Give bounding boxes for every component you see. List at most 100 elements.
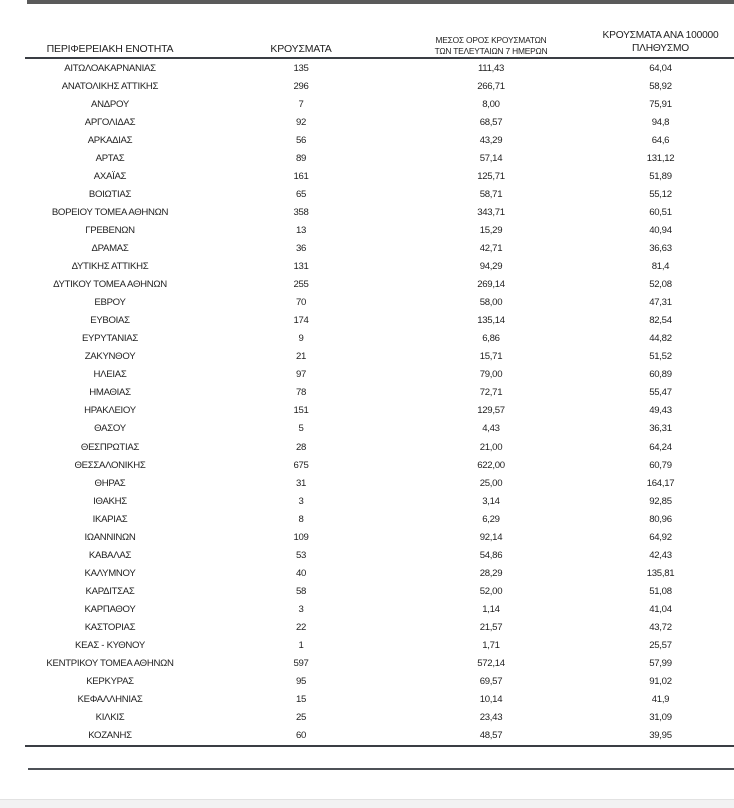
- cell-avg7: 8,00: [482, 98, 500, 110]
- table-row: ΓΡΕΒΕΝΩΝ 13 15,29 40,94: [25, 221, 734, 239]
- table-row: ΕΥΒΟΙΑΣ 174 135,14 82,54: [25, 312, 734, 330]
- cell-region: ΚΕΑΣ - ΚΥΘΝΟΥ: [75, 640, 145, 652]
- table-row: ΚΑΒΑΛΑΣ 53 54,86 42,43: [25, 546, 734, 564]
- page-top-divider: [27, 0, 734, 4]
- table-row: ΚΑΛΥΜΝΟΥ 40 28,29 135,81: [25, 564, 734, 582]
- column-header-per100k-line2: ΠΛΗΘΥΣΜΟ: [631, 42, 690, 54]
- cell-region: ΘΕΣΣΑΛΟΝΙΚΗΣ: [74, 459, 146, 471]
- column-header-avg7-line2: ΤΩΝ ΤΕΛΕΥΤΑΙΩΝ 7 ΗΜΕΡΩΝ: [434, 45, 548, 56]
- cell-cases: 78: [295, 387, 307, 399]
- cell-region: ΑΝΔΡΟΥ: [91, 98, 129, 110]
- cell-avg7: 79,00: [479, 369, 503, 381]
- table-body: ΑΙΤΩΛΟΑΚΑΡΝΑΝΙΑΣ 135 111,43 64,04 ΑΝΑΤΟΛΙΚΗΣ…: [25, 59, 734, 747]
- cell-avg7: 266,71: [477, 80, 505, 92]
- column-header-per100k-line1: ΚΡΟΥΣΜΑΤΑ ΑΝΑ 100000: [602, 30, 719, 41]
- cell-cases: 60: [295, 730, 307, 742]
- cell-cases: 53: [295, 549, 307, 561]
- table-row: ΚΕΝΤΡΙΚΟΥ ΤΟΜΕΑ ΑΘΗΝΩΝ 597 572,14 57,99: [25, 655, 734, 673]
- cell-avg7: 111,43: [477, 62, 505, 74]
- table-row: ΚΕΡΚΥΡΑΣ 95 69,57 91,02: [25, 673, 734, 691]
- cell-per100k: 135,81: [646, 567, 675, 579]
- cell-per100k: 75,91: [649, 98, 672, 110]
- cell-cases: 597: [293, 658, 309, 670]
- cell-per100k: 31,09: [649, 712, 672, 724]
- cell-per100k: 36,63: [649, 242, 672, 254]
- cell-avg7: 6,86: [482, 333, 500, 345]
- table-row: ΑΙΤΩΛΟΑΚΑΡΝΑΝΙΑΣ 135 111,43 64,04: [25, 59, 734, 77]
- table-row: ΑΝΔΡΟΥ 7 8,00 75,91: [25, 95, 734, 113]
- cell-per100k: 60,79: [649, 459, 672, 471]
- table-row: ΘΕΣΣΑΛΟΝΙΚΗΣ 675 622,00 60,79: [25, 456, 734, 474]
- cell-region: ΙΘΑΚΗΣ: [93, 495, 127, 507]
- table-header-row: ΠΕΡΙΦΕΡΕΙΑΚΗ ΕΝΟΤΗΤΑ ΚΡΟΥΣΜΑΤΑ ΜΕΣΟΣ ΟΡΟ…: [25, 30, 734, 59]
- cell-per100k: 44,82: [649, 333, 672, 345]
- cell-avg7: 125,71: [477, 170, 505, 182]
- cell-region: ΑΙΤΩΛΟΑΚΑΡΝΑΝΙΑΣ: [64, 62, 156, 74]
- cell-region: ΚΙΛΚΙΣ: [95, 712, 125, 724]
- cell-avg7: 129,57: [477, 405, 505, 417]
- cell-cases: 255: [293, 279, 309, 291]
- cell-per100k: 80,96: [649, 513, 672, 525]
- cell-avg7: 15,29: [479, 224, 503, 236]
- cell-avg7: 1,71: [482, 640, 500, 652]
- cell-cases: 174: [293, 315, 309, 327]
- cell-per100k: 60,89: [649, 369, 672, 381]
- cell-cases: 36: [295, 242, 307, 254]
- cell-per100k: 81,4: [651, 261, 670, 273]
- table-row: ΗΜΑΘΙΑΣ 78 72,71 55,47: [25, 384, 734, 402]
- cell-avg7: 42,71: [479, 242, 503, 254]
- cell-per100k: 164,17: [646, 477, 675, 489]
- cell-cases: 21: [295, 351, 307, 363]
- cell-per100k: 60,51: [649, 206, 672, 218]
- cell-per100k: 41,9: [651, 694, 670, 706]
- cell-per100k: 47,31: [649, 297, 672, 309]
- column-header-per100k: ΚΡΟΥΣΜΑΤΑ ΑΝΑ 100000 ΠΛΗΘΥΣΜΟ: [575, 30, 734, 56]
- cell-cases: 89: [295, 152, 307, 164]
- cell-avg7: 21,57: [479, 621, 503, 633]
- cell-per100k: 40,94: [649, 224, 672, 236]
- cell-avg7: 25,00: [479, 477, 503, 489]
- cell-region: ΑΡΓΟΛΙΔΑΣ: [84, 116, 136, 128]
- cell-region: ΖΑΚΥΝΘΟΥ: [84, 351, 136, 363]
- cell-region: ΓΡΕΒΕΝΩΝ: [85, 224, 135, 236]
- cell-per100k: 49,43: [649, 405, 672, 417]
- cell-cases: 9: [298, 333, 304, 345]
- cell-cases: 109: [293, 531, 309, 543]
- table-row: ΑΧΑΪΑΣ 161 125,71 51,89: [25, 167, 734, 185]
- cell-avg7: 6,29: [482, 513, 500, 525]
- cell-region: ΚΑΛΥΜΝΟΥ: [84, 567, 136, 579]
- cell-cases: 56: [295, 134, 307, 146]
- table-row: ΔΥΤΙΚΗΣ ΑΤΤΙΚΗΣ 131 94,29 81,4: [25, 258, 734, 276]
- cell-avg7: 94,29: [479, 261, 503, 273]
- table-row: ΘΕΣΠΡΩΤΙΑΣ 28 21,00 64,24: [25, 438, 734, 456]
- table-row: ΕΒΡΟΥ 70 58,00 47,31: [25, 294, 734, 312]
- column-header-avg7-line1: ΜΕΣΟΣ ΟΡΟΣ ΚΡΟΥΣΜΑΤΩΝ: [435, 35, 547, 45]
- table-row: ΗΛΕΙΑΣ 97 79,00 60,89: [25, 366, 734, 384]
- table-row: ΚΕΑΣ - ΚΥΘΝΟΥ 1 1,71 25,57: [25, 637, 734, 655]
- cell-region: ΑΡΚΑΔΙΑΣ: [87, 134, 133, 146]
- cases-table: ΠΕΡΙΦΕΡΕΙΑΚΗ ΕΝΟΤΗΤΑ ΚΡΟΥΣΜΑΤΑ ΜΕΣΟΣ ΟΡΟ…: [25, 30, 734, 747]
- cell-region: ΔΡΑΜΑΣ: [91, 242, 129, 254]
- cell-avg7: 57,14: [479, 152, 503, 164]
- cell-region: ΑΧΑΪΑΣ: [93, 170, 127, 182]
- cell-avg7: 135,14: [477, 315, 505, 327]
- cell-avg7: 48,57: [479, 730, 503, 742]
- cell-per100k: 131,12: [646, 152, 675, 164]
- cell-cases: 3: [298, 603, 304, 615]
- cell-per100k: 64,04: [649, 62, 672, 74]
- cell-cases: 22: [295, 621, 307, 633]
- cell-per100k: 64,6: [651, 134, 670, 146]
- cell-avg7: 58,00: [479, 297, 503, 309]
- cell-region: ΙΩΑΝΝΙΝΩΝ: [84, 531, 136, 543]
- cell-avg7: 622,00: [477, 459, 505, 471]
- cell-region: ΘΑΣΟΥ: [94, 423, 126, 435]
- cell-avg7: 1,14: [482, 603, 500, 615]
- table-row: ΚΑΡΠΑΘΟΥ 3 1,14 41,04: [25, 600, 734, 618]
- cell-avg7: 3,14: [482, 495, 500, 507]
- table-row: ΗΡΑΚΛΕΙΟΥ 151 129,57 49,43: [25, 402, 734, 420]
- cell-cases: 15: [295, 694, 307, 706]
- cell-cases: 131: [293, 261, 309, 273]
- cell-avg7: 4,43: [482, 423, 500, 435]
- table-row: ΚΕΦΑΛΛΗΝΙΑΣ 15 10,14 41,9: [25, 691, 734, 709]
- cell-per100k: 25,57: [649, 640, 672, 652]
